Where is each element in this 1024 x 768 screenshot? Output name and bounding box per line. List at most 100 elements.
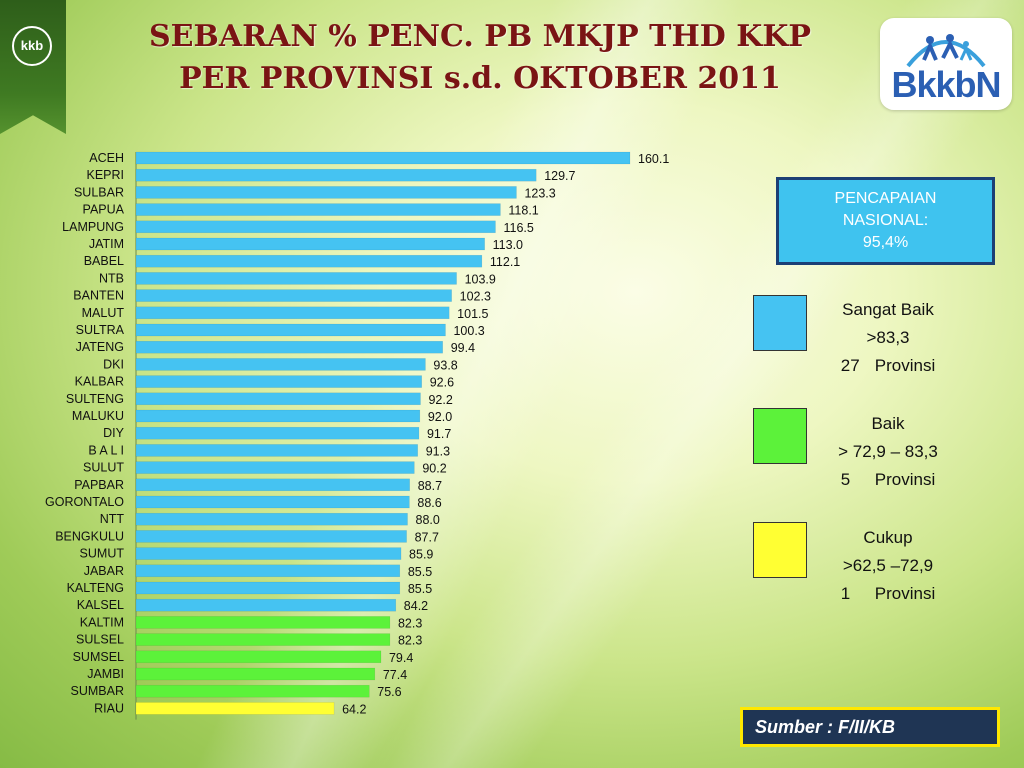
category-label: KALSEL xyxy=(77,598,124,612)
value-label: 88.7 xyxy=(418,479,442,493)
bar xyxy=(135,358,426,371)
value-label: 92.6 xyxy=(430,376,454,390)
value-label: 93.8 xyxy=(433,358,457,372)
bar xyxy=(135,684,370,698)
legend-unit: Provinsi xyxy=(874,356,936,375)
value-label: 85.9 xyxy=(409,548,433,562)
value-label: 99.4 xyxy=(451,341,475,355)
category-label: BABEL xyxy=(84,254,124,268)
category-label: SULSEL xyxy=(76,633,124,647)
legend-unit: Provinsi xyxy=(874,470,936,489)
category-label: SULUT xyxy=(83,461,124,475)
value-label: 79.4 xyxy=(389,651,413,665)
bar xyxy=(135,203,501,216)
value-label: 84.2 xyxy=(404,599,428,613)
bar xyxy=(135,289,452,302)
category-label: SULTENG xyxy=(66,392,124,406)
bar xyxy=(135,444,418,457)
category-label: DKI xyxy=(103,357,124,371)
category-label: MALUKU xyxy=(72,409,124,423)
category-label: B A L I xyxy=(88,443,124,457)
category-label: RIAU xyxy=(94,701,124,715)
bar xyxy=(135,478,410,492)
legend-swatch-baik xyxy=(753,408,807,464)
value-label: 82.3 xyxy=(398,634,422,648)
legend-range: >83,3 xyxy=(866,328,910,347)
bar xyxy=(135,392,421,406)
bar xyxy=(135,272,457,285)
value-label: 100.3 xyxy=(453,324,484,338)
bar xyxy=(135,633,391,646)
legend-range: > 72,9 – 83,3 xyxy=(838,442,938,461)
category-label: JABAR xyxy=(84,564,124,578)
bar xyxy=(135,461,415,474)
national-achievement-box: PENCAPAIAN NASIONAL: 95,4% xyxy=(776,177,995,265)
source-note: Sumber : F/II/KB xyxy=(740,707,1000,747)
corner-ribbon: kkb xyxy=(0,0,66,134)
bar xyxy=(135,650,382,664)
legend-count: 5 xyxy=(840,470,851,489)
legend-unit: Provinsi xyxy=(874,584,936,603)
value-label: 77.4 xyxy=(383,668,407,682)
category-label: GORONTALO xyxy=(45,495,124,509)
category-label: SUMUT xyxy=(80,547,125,561)
bar xyxy=(135,426,420,440)
legend-baik: Baik > 72,9 – 83,3 5 Provinsi xyxy=(818,410,958,494)
value-label: 91.3 xyxy=(426,444,450,458)
category-label: JATIM xyxy=(89,237,124,251)
legend-label: Baik xyxy=(871,414,905,433)
value-label: 64.2 xyxy=(342,702,366,716)
bar xyxy=(135,168,537,182)
category-label: MALUT xyxy=(82,306,125,320)
value-label: 118.1 xyxy=(508,204,538,218)
bar xyxy=(135,512,408,526)
kkb-logo-icon: kkb xyxy=(12,26,52,66)
legend-sangat-baik: Sangat Baik >83,3 27 Provinsi xyxy=(818,296,958,380)
category-label: SULTRA xyxy=(76,323,125,337)
brand-text: BkkbN xyxy=(891,64,1001,105)
bar xyxy=(135,151,631,165)
category-label: KALTENG xyxy=(67,581,124,595)
bar xyxy=(135,598,397,612)
value-label: 91.7 xyxy=(427,427,451,441)
value-label: 123.3 xyxy=(524,186,555,200)
category-label: PAPBAR xyxy=(74,478,124,492)
category-label: PAPUA xyxy=(83,203,125,217)
legend-count: 27 xyxy=(840,356,860,375)
value-label: 92.0 xyxy=(428,410,452,424)
title-line-1: SEBARAN % PENC. PB MKJP THD KKP xyxy=(149,19,811,54)
legend-range: >62,5 –72,9 xyxy=(842,556,934,575)
bar xyxy=(135,564,401,578)
value-label: 103.9 xyxy=(465,272,496,286)
family-figures-icon xyxy=(906,34,986,68)
bar xyxy=(135,616,391,629)
category-label: SULBAR xyxy=(74,185,124,199)
bar xyxy=(135,547,402,560)
bar xyxy=(135,237,485,251)
bar xyxy=(135,409,421,423)
value-label: 92.2 xyxy=(428,393,452,407)
value-label: 88.6 xyxy=(417,496,441,510)
bkkbn-logo: BkkbN xyxy=(880,18,1012,110)
value-label: 102.3 xyxy=(460,290,491,304)
bar xyxy=(135,306,450,320)
legend-swatch-cukup xyxy=(753,522,807,578)
category-label: KALBAR xyxy=(75,375,124,389)
achievement-label-2: NASIONAL: xyxy=(842,212,929,229)
bar xyxy=(135,375,422,388)
bar xyxy=(135,702,335,715)
bar xyxy=(135,667,376,681)
bar xyxy=(135,220,496,234)
legend-label: Cukup xyxy=(863,528,913,547)
bar xyxy=(135,254,483,268)
value-label: 85.5 xyxy=(408,582,432,596)
category-label: SUMSEL xyxy=(73,650,124,664)
category-label: JATENG xyxy=(76,340,124,354)
bar xyxy=(135,495,410,509)
bar xyxy=(135,186,517,199)
category-label: NTB xyxy=(99,271,124,285)
category-label: DIY xyxy=(103,426,125,440)
bar-chart: ACEH 160.1 KEPRI 129.7 SULBAR 123.3 PAPUA 118.1… xyxy=(45,151,669,720)
title-line-2: PER PROVINSI s.d. OKTOBER 2011 xyxy=(179,61,781,96)
value-label: 101.5 xyxy=(457,307,488,321)
